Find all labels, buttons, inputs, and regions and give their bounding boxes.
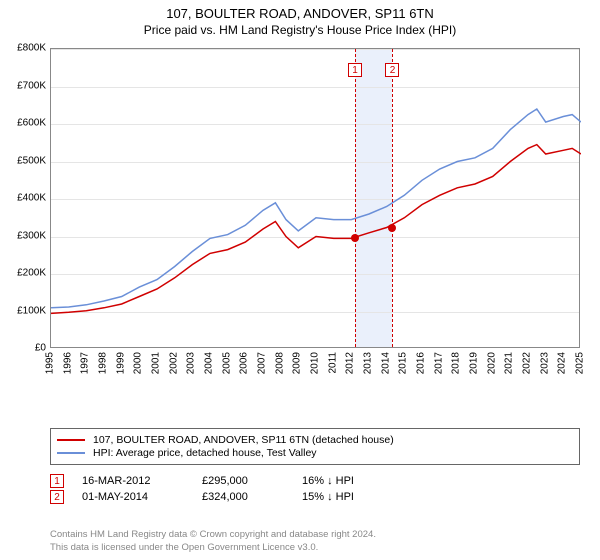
y-tick-label: £600K (17, 118, 46, 129)
x-tick-label: 2018 (451, 352, 462, 374)
x-tick-label: 2007 (257, 352, 268, 374)
x-tick-label: 2008 (274, 352, 285, 374)
x-tick-label: 1999 (115, 352, 126, 374)
x-tick-label: 1998 (98, 352, 109, 374)
sale-marker-icon: 1 (50, 474, 64, 488)
x-tick-label: 2020 (486, 352, 497, 374)
sale-date: 01-MAY-2014 (82, 491, 202, 503)
sale-hpi: 15% ↓ HPI (302, 491, 402, 503)
chart-area: 12 £0£100K£200K£300K£400K£500K£600K£700K… (50, 48, 580, 388)
y-tick-label: £700K (17, 80, 46, 91)
sale-row: 2 01-MAY-2014 £324,000 15% ↓ HPI (50, 490, 580, 504)
sale-row: 1 16-MAR-2012 £295,000 16% ↓ HPI (50, 474, 580, 488)
x-tick-label: 2023 (539, 352, 550, 374)
sales-table: 1 16-MAR-2012 £295,000 16% ↓ HPI 2 01-MA… (50, 472, 580, 506)
legend-item: 107, BOULTER ROAD, ANDOVER, SP11 6TN (de… (57, 434, 573, 446)
sale-price: £295,000 (202, 475, 302, 487)
x-tick-label: 2000 (133, 352, 144, 374)
chart-lines (51, 49, 581, 349)
sale-date: 16-MAR-2012 (82, 475, 202, 487)
x-tick-label: 2005 (221, 352, 232, 374)
x-tick-label: 2002 (168, 352, 179, 374)
marker-box: 1 (348, 63, 362, 77)
footer-line1: Contains HM Land Registry data © Crown c… (50, 529, 580, 541)
x-tick-label: 2011 (327, 352, 338, 374)
x-tick-label: 2013 (363, 352, 374, 374)
x-tick-label: 2025 (575, 352, 586, 374)
marker-box: 2 (385, 63, 399, 77)
y-tick-label: £100K (17, 305, 46, 316)
x-tick-label: 2003 (186, 352, 197, 374)
x-tick-label: 2009 (292, 352, 303, 374)
legend-item: HPI: Average price, detached house, Test… (57, 447, 573, 459)
x-tick-label: 2014 (380, 352, 391, 374)
x-tick-label: 2012 (345, 352, 356, 374)
x-tick-label: 2001 (151, 352, 162, 374)
series-hpi (51, 109, 581, 308)
legend-label: HPI: Average price, detached house, Test… (93, 447, 317, 459)
x-tick-label: 2004 (204, 352, 215, 374)
y-tick-label: £400K (17, 193, 46, 204)
marker-dot (351, 234, 359, 242)
sale-marker-icon: 2 (50, 490, 64, 504)
x-tick-label: 1997 (80, 352, 91, 374)
sale-price: £324,000 (202, 491, 302, 503)
marker-line (392, 49, 393, 347)
x-tick-label: 2022 (522, 352, 533, 374)
title-subtitle: Price paid vs. HM Land Registry's House … (0, 23, 600, 37)
x-tick-label: 2016 (416, 352, 427, 374)
x-tick-label: 2015 (398, 352, 409, 374)
x-tick-label: 2017 (433, 352, 444, 374)
legend-swatch (57, 452, 85, 454)
y-tick-label: £500K (17, 155, 46, 166)
title-block: 107, BOULTER ROAD, ANDOVER, SP11 6TN Pri… (0, 0, 600, 37)
footer-line2: This data is licensed under the Open Gov… (50, 542, 580, 554)
chart-container: 107, BOULTER ROAD, ANDOVER, SP11 6TN Pri… (0, 0, 600, 560)
x-tick-label: 1995 (45, 352, 56, 374)
x-tick-label: 2024 (557, 352, 568, 374)
sale-hpi: 16% ↓ HPI (302, 475, 402, 487)
x-tick-label: 2006 (239, 352, 250, 374)
legend-label: 107, BOULTER ROAD, ANDOVER, SP11 6TN (de… (93, 434, 394, 446)
title-address: 107, BOULTER ROAD, ANDOVER, SP11 6TN (0, 6, 600, 21)
y-tick-label: £300K (17, 230, 46, 241)
legend-swatch (57, 439, 85, 441)
y-tick-label: £800K (17, 43, 46, 54)
x-tick-label: 2010 (310, 352, 321, 374)
legend: 107, BOULTER ROAD, ANDOVER, SP11 6TN (de… (50, 428, 580, 465)
y-tick-label: £200K (17, 268, 46, 279)
plot-region: 12 (50, 48, 580, 348)
x-tick-label: 1996 (62, 352, 73, 374)
x-tick-label: 2019 (469, 352, 480, 374)
x-tick-label: 2021 (504, 352, 515, 374)
series-property (51, 145, 581, 314)
marker-line (355, 49, 356, 347)
marker-dot (388, 224, 396, 232)
footer-attribution: Contains HM Land Registry data © Crown c… (50, 529, 580, 554)
